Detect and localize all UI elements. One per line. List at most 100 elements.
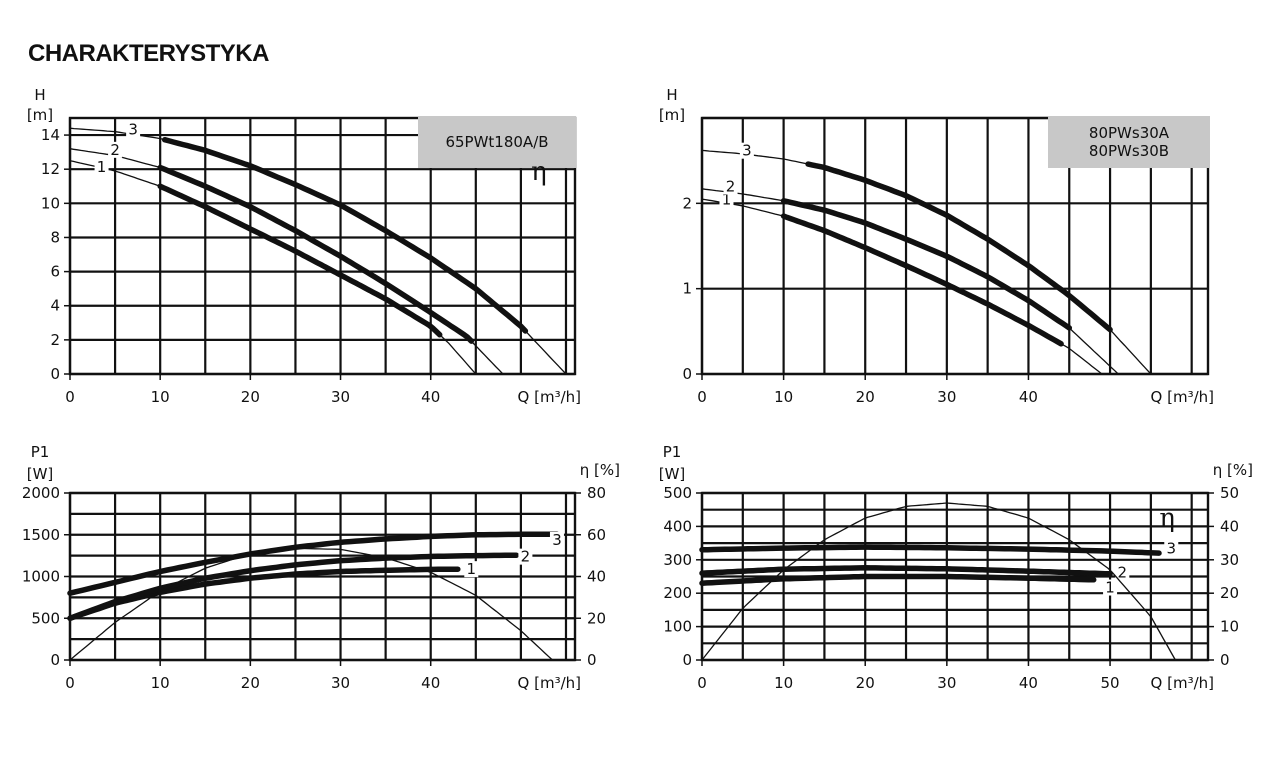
y-tick-label: 0 <box>682 365 692 383</box>
y2-tick-label: 40 <box>1220 517 1239 535</box>
curve-label: 1 <box>97 158 107 176</box>
y-axis-unit: [m] <box>659 106 685 124</box>
x-tick-label: 30 <box>331 388 350 406</box>
y-tick-label: 100 <box>663 618 692 636</box>
y-tick-label: 0 <box>50 365 60 383</box>
y-tick-label: 400 <box>663 517 692 535</box>
y2-axis-label: η [%] <box>1213 461 1253 479</box>
y-tick-label: 14 <box>41 126 60 144</box>
series-2: 2 <box>69 141 504 375</box>
curve-working-range <box>157 183 443 338</box>
series-eta: η <box>701 502 1176 661</box>
page-title: CHARAKTERYSTYKA <box>28 40 269 67</box>
x-axis-label: Q [m³/h] <box>1151 388 1214 406</box>
model-name: 80PWs30A <box>1089 124 1170 142</box>
efficiency-curve <box>69 547 553 661</box>
x-tick-label: 20 <box>856 388 875 406</box>
x-tick-label: 30 <box>937 674 956 692</box>
curve-label-bg <box>719 191 734 208</box>
curve-label: 3 <box>1167 539 1177 557</box>
curve-working-range <box>699 573 1097 586</box>
y-tick-label: 2 <box>682 194 692 212</box>
y-axis-unit: [m] <box>27 106 53 124</box>
x-axis-label: Q [m³/h] <box>518 674 581 692</box>
curve-working-range <box>67 531 560 596</box>
plot-frame <box>700 116 1210 376</box>
curve-label-bg <box>464 561 479 578</box>
power-chart-80pws30: 0 10 20 30 40 50010020030040050001020304050η … <box>659 443 1253 692</box>
y-tick-label: 8 <box>50 228 60 246</box>
y-tick-label: 10 <box>41 194 60 212</box>
curve-line <box>701 188 1119 375</box>
series-2: 2 <box>67 548 533 622</box>
y-tick-label: 0 <box>50 651 60 669</box>
curve-label: 1 <box>1105 579 1115 597</box>
x-axis-label: Q [m³/h] <box>518 388 581 406</box>
y-tick-label: 4 <box>50 297 60 315</box>
x-tick-label: 0 <box>65 674 75 692</box>
x-tick-label: 20 <box>241 388 260 406</box>
y2-axis-label: η [%] <box>580 461 620 479</box>
y2-tick-label: 0 <box>1220 651 1230 669</box>
curve-label-bg <box>1115 564 1130 581</box>
y-tick-label: 2000 <box>22 484 60 502</box>
x-tick-label: 30 <box>331 674 350 692</box>
y2-tick-label: 40 <box>587 568 606 586</box>
curve-label-bg <box>1103 579 1118 596</box>
efficiency-curve <box>701 502 1176 661</box>
series-1: 1 <box>69 158 477 375</box>
y2-tick-label: 30 <box>1220 551 1239 569</box>
y-tick-label: 500 <box>663 484 692 502</box>
curve-label: 3 <box>128 120 138 138</box>
curve-label: 3 <box>552 531 562 549</box>
curve-label-bg <box>94 158 109 175</box>
curve-working-range <box>67 552 520 622</box>
curve-label-bg <box>723 178 738 195</box>
series-3: 3 <box>67 531 564 596</box>
curve-line <box>701 198 1103 375</box>
y-axis-unit: [W] <box>27 465 54 483</box>
y2-tick-label: 50 <box>1220 484 1239 502</box>
x-tick-label: 10 <box>151 674 170 692</box>
curve-label: 1 <box>722 190 732 208</box>
curve-working-range <box>780 198 1073 331</box>
x-tick-label: 40 <box>1019 674 1038 692</box>
series-3: 3 <box>69 120 567 375</box>
y-axis-label: P1 <box>31 443 50 461</box>
x-tick-label: 50 <box>1101 674 1120 692</box>
x-tick-label: 10 <box>774 674 793 692</box>
curve-line <box>69 160 477 375</box>
curve-label-bg <box>549 531 564 548</box>
curve-working-range <box>780 213 1064 347</box>
curve-label: 2 <box>110 141 120 159</box>
x-tick-label: 40 <box>421 674 440 692</box>
series-2: 2 <box>701 178 1119 375</box>
curve-label-bg <box>518 548 533 565</box>
curve-label: 2 <box>521 548 531 566</box>
x-tick-label: 10 <box>151 388 170 406</box>
curve-line <box>701 149 1152 375</box>
curve-label-bg <box>739 142 754 159</box>
series-2: 2 <box>699 564 1130 582</box>
series-1: 1 <box>701 190 1103 375</box>
curve-label-bg <box>126 121 141 138</box>
y-tick-label: 12 <box>41 160 60 178</box>
y2-tick-label: 60 <box>587 526 606 544</box>
y2-tick-label: 0 <box>587 651 597 669</box>
x-axis-label: Q [m³/h] <box>1151 674 1214 692</box>
series-eta: η <box>69 157 553 661</box>
x-tick-label: 20 <box>856 674 875 692</box>
curve-label-bg <box>1164 540 1179 557</box>
series-1: 1 <box>699 573 1118 597</box>
y-tick-label: 1500 <box>22 526 60 544</box>
x-tick-label: 40 <box>1019 388 1038 406</box>
y-tick-label: 500 <box>31 609 60 627</box>
y-tick-label: 2 <box>50 331 60 349</box>
curve-label: 2 <box>1118 564 1128 582</box>
eta-curve-label: η <box>1159 503 1175 533</box>
y-axis-label: P1 <box>663 443 682 461</box>
y-axis-label: H <box>666 86 677 104</box>
model-box <box>418 116 576 168</box>
